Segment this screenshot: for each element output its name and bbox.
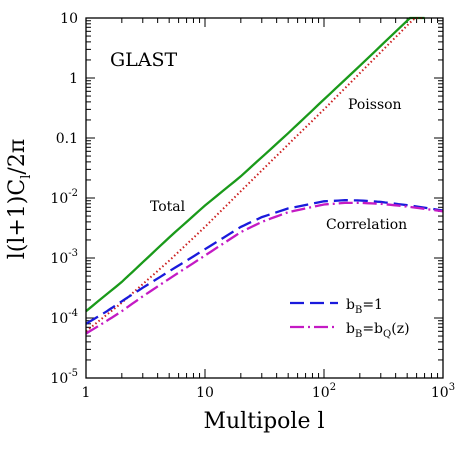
y-tick-label: 0.1 — [56, 131, 78, 147]
x-tick-label-base: 10 — [196, 385, 214, 401]
y-tick-label: 10 — [60, 11, 78, 27]
y-tick-label-base: 10 — [50, 251, 68, 267]
x-tick-label-exp: 2 — [330, 382, 336, 393]
annotation-correlation: Correlation — [326, 217, 407, 233]
series-group — [85, 16, 444, 335]
legend-label-bB1: bB=1 — [346, 297, 383, 316]
plot-frame — [85, 17, 444, 379]
legend-label-base: b — [346, 321, 355, 337]
x-tick-label-base: 1 — [82, 385, 91, 401]
legend-label-sub: B — [355, 305, 362, 316]
chart-title: GLAST — [110, 49, 178, 71]
y-tick-label-exp: -3 — [68, 248, 78, 259]
legend-label-rest: =b — [362, 321, 383, 337]
x-tick-label: 103 — [431, 382, 455, 401]
y-tick-label: 10-2 — [50, 188, 78, 207]
legend-label-base: b — [346, 297, 355, 313]
legend-label-sub: B — [355, 329, 362, 340]
y-tick-label-exp: -5 — [68, 368, 78, 379]
series-line-total — [85, 16, 425, 313]
x-tick-label: 1 — [82, 385, 91, 401]
x-tick-labels: 1 10 102 103 — [82, 382, 456, 401]
annotation-total: Total — [150, 199, 186, 215]
y-tick-label-exp: -2 — [68, 188, 78, 199]
legend: bB=1bB=bQ(z) — [290, 297, 410, 340]
x-tick-label-base: 10 — [312, 385, 330, 401]
x-tick-label-base: 10 — [431, 385, 449, 401]
annotation-poisson: Poisson — [348, 97, 402, 113]
legend-label-rest: =1 — [362, 297, 383, 313]
y-tick-label-base: 10 — [50, 371, 68, 387]
x-tick-label: 10 — [196, 385, 214, 401]
y-tick-label-base: 10 — [50, 191, 68, 207]
legend-label-rest2: (z) — [391, 321, 409, 337]
series-line-bB1 — [85, 199, 444, 325]
legend-label-bQ: bB=bQ(z) — [346, 321, 410, 340]
x-tick-label: 102 — [312, 382, 336, 401]
y-axis-label-main: l(l+1)C — [5, 179, 30, 260]
x-axis-label: Multipole l — [203, 409, 324, 434]
y-tick-label-base: 10 — [50, 311, 68, 327]
y-axis-label-sub: l — [19, 175, 34, 179]
series-line-poisson — [85, 17, 425, 333]
x-tick-label-exp: 3 — [449, 382, 455, 393]
legend-label-sub2: Q — [383, 329, 391, 340]
y-tick-label-exp: -4 — [68, 308, 78, 319]
y-tick-label: 1 — [69, 71, 78, 87]
y-axis-label-tail: /2π — [5, 139, 30, 175]
series-line-bQ — [85, 201, 444, 335]
axis-ticks — [85, 18, 443, 379]
y-tick-label: 10-4 — [50, 308, 78, 327]
y-axis-label: l(l+1)Cl/2π — [5, 139, 34, 260]
y-tick-label: 10-3 — [50, 248, 78, 267]
y-tick-label: 10-5 — [50, 368, 78, 387]
